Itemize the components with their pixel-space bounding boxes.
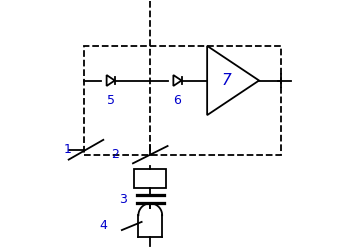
Text: 7: 7 bbox=[222, 73, 232, 88]
Text: 4: 4 bbox=[99, 220, 107, 232]
Text: 5: 5 bbox=[107, 94, 115, 107]
Text: 2: 2 bbox=[111, 148, 119, 161]
Text: 3: 3 bbox=[119, 193, 127, 206]
Text: 6: 6 bbox=[174, 94, 181, 107]
Bar bbox=[84, 46, 281, 155]
Bar bbox=[134, 169, 166, 188]
Text: 1: 1 bbox=[64, 143, 72, 156]
